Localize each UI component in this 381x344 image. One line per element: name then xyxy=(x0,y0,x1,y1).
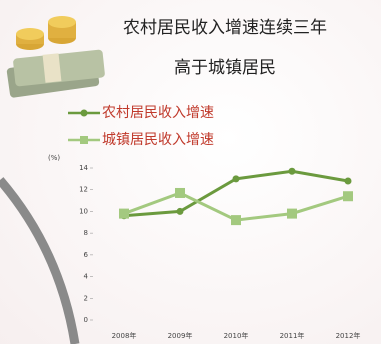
point-marker xyxy=(344,177,352,185)
y-tick-label: 14 xyxy=(79,164,88,172)
y-tick-label: 10 xyxy=(79,207,88,215)
legend-marker xyxy=(80,109,88,117)
x-tick-label: 2011年 xyxy=(280,331,305,340)
point-marker xyxy=(119,208,129,219)
y-tick-label: 0 xyxy=(84,316,88,324)
y-tick-label: 12 xyxy=(79,186,88,194)
y-tick-label: 8 xyxy=(84,229,88,237)
legend-label: 农村居民收入增速 xyxy=(102,105,214,121)
point-marker xyxy=(176,207,184,215)
point-marker xyxy=(232,175,240,183)
x-tick-label: 2010年 xyxy=(224,331,249,340)
point-marker xyxy=(175,187,185,198)
point-marker xyxy=(288,167,296,175)
point-marker xyxy=(287,208,297,219)
money-illustration xyxy=(6,16,105,98)
decor-arc xyxy=(0,177,80,344)
y-tick-label: 4 xyxy=(84,273,89,281)
legend-label: 城镇居民收入增速 xyxy=(102,132,214,148)
legend-marker xyxy=(80,136,88,144)
y-axis-label: (%) xyxy=(48,154,60,162)
point-marker xyxy=(343,191,353,202)
y-tick-label: 2 xyxy=(84,294,88,302)
chart-title: 农村居民收入增速连续三年 xyxy=(123,18,327,38)
x-tick-label: 2008年 xyxy=(112,331,137,340)
point-marker xyxy=(231,215,241,226)
y-tick-label: 6 xyxy=(84,251,89,259)
x-tick-label: 2012年 xyxy=(336,331,361,340)
x-tick-label: 2009年 xyxy=(168,331,193,340)
chart-subtitle: 高于城镇居民 xyxy=(174,58,276,78)
